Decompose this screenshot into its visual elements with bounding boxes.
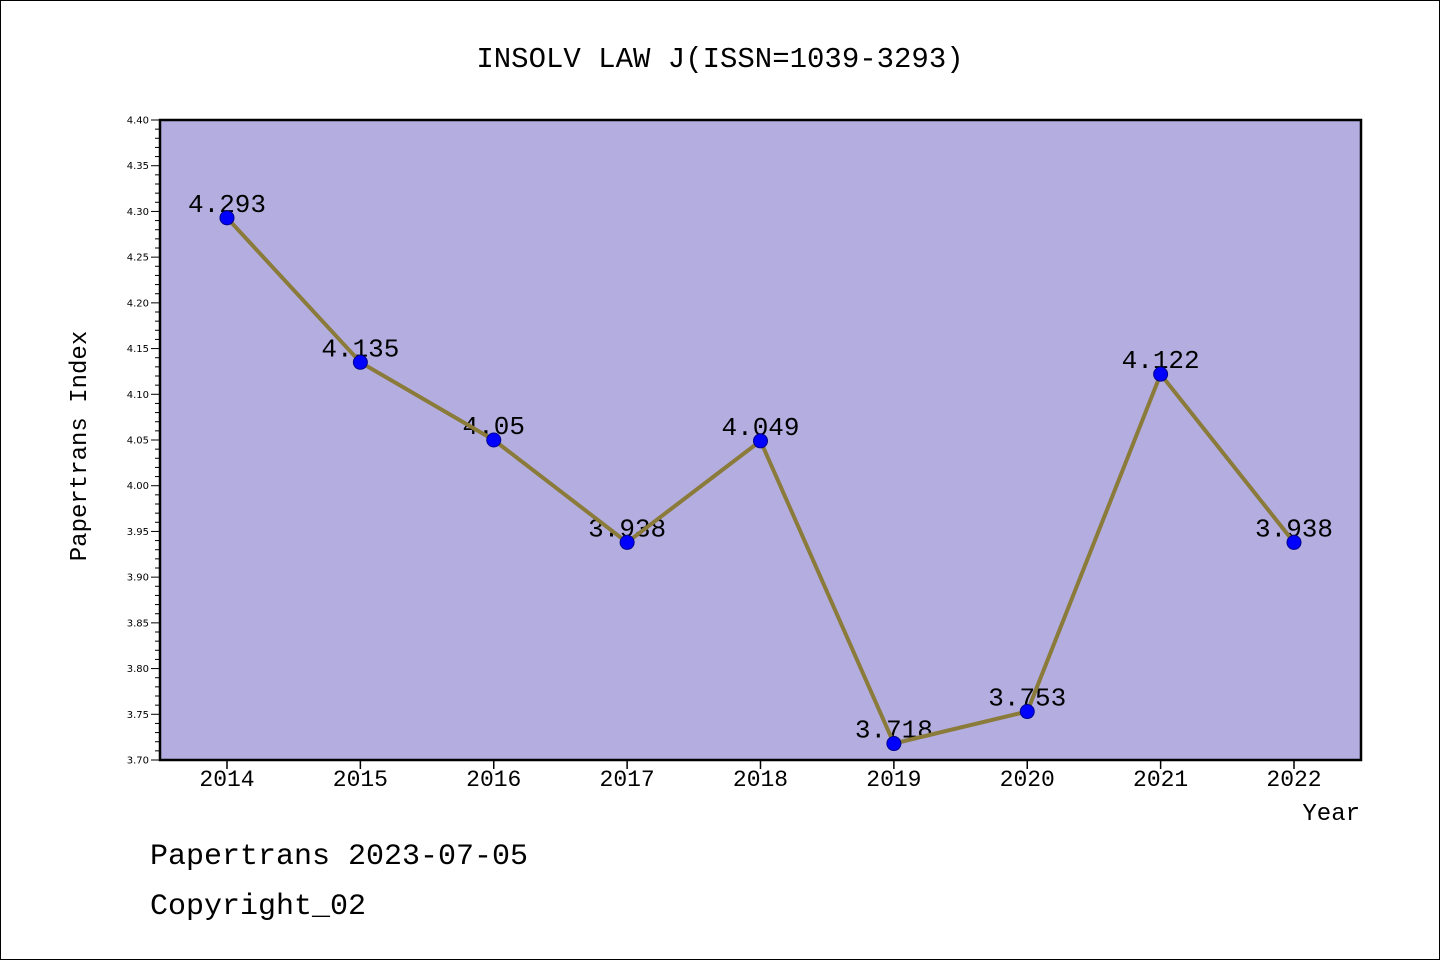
chart-title: INSOLV LAW J(ISSN=1039-3293) [476, 43, 963, 76]
x-tick-label: 2014 [199, 767, 254, 793]
plot-frame [158, 118, 1363, 762]
x-tick-label: 2022 [1266, 767, 1321, 793]
y-tick-label: 4.35 [127, 161, 149, 172]
y-tick-label: 3.70 [127, 756, 149, 767]
y-tick-label: 3.95 [127, 527, 149, 538]
y-axis-label: Papertrans Index [67, 331, 94, 561]
y-tick-label: 4.10 [127, 390, 149, 401]
footer-date: Papertrans 2023-07-05 [150, 840, 528, 874]
x-axis: 2014 2015 2016 2017 2018 2019 2020 2021 2022 [199, 760, 1322, 793]
x-tick-label: 2017 [600, 767, 655, 793]
y-tick-label: 4.40 [127, 116, 149, 127]
footer-copyright: Copyright_02 [150, 890, 366, 924]
x-tick-label: 2016 [466, 767, 521, 793]
y-tick-label: 4.30 [127, 207, 149, 218]
data-point [486, 432, 502, 448]
y-axis: 3.70 3.75 3.80 3.85 3.90 3.95 4.00 4.05 4.10 4.15… [127, 116, 160, 767]
x-tick-label: 2019 [866, 767, 921, 793]
y-tick-label: 4.20 [127, 298, 149, 309]
x-tick-label: 2021 [1133, 767, 1188, 793]
y-tick-label: 4.25 [127, 253, 149, 264]
x-tick-label: 2020 [1000, 767, 1055, 793]
y-tick-label: 3.85 [127, 618, 149, 629]
data-points [219, 210, 1302, 752]
data-point [1019, 704, 1035, 720]
y-tick-label: 3.75 [127, 710, 149, 721]
x-tick-label: 2015 [333, 767, 388, 793]
x-tick-label: 2018 [733, 767, 788, 793]
y-tick-label: 3.80 [127, 664, 149, 675]
y-tick-label: 4.05 [127, 436, 149, 447]
data-point [1153, 366, 1169, 382]
data-point [753, 433, 768, 449]
y-tick-label: 4.00 [127, 481, 149, 492]
data-point [219, 210, 235, 226]
x-axis-label: Year [1302, 801, 1360, 828]
y-tick-label: 3.90 [127, 573, 149, 584]
data-point [886, 736, 902, 752]
y-tick-label: 4.15 [127, 344, 149, 355]
data-point [619, 534, 635, 550]
data-point [352, 354, 368, 370]
data-point [1286, 534, 1302, 550]
